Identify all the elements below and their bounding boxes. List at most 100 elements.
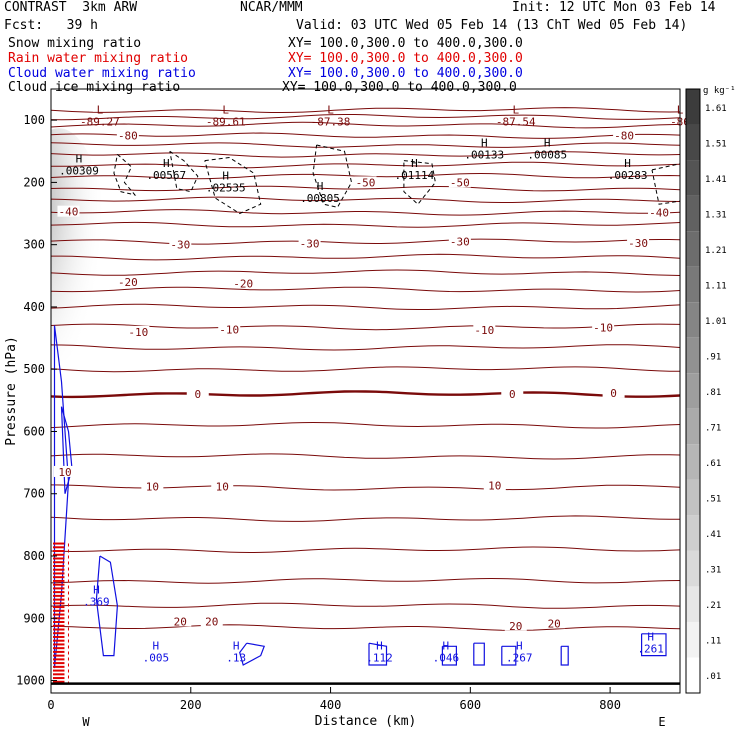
- isotherm-label-bg: [218, 323, 241, 335]
- isotherm-label-bg: [169, 615, 192, 627]
- colorbar-swatch: [686, 515, 700, 551]
- extremum-value: -89.27: [80, 116, 120, 129]
- isotherm-label-bg: [298, 237, 321, 249]
- isotherm-label: -80: [614, 130, 634, 143]
- isotherm-label-bg: [57, 205, 80, 217]
- isotherm-line: [51, 107, 680, 113]
- isotherm-line: [51, 114, 680, 121]
- isotherm-label-bg: [232, 277, 255, 289]
- y-tick-label: 700: [23, 487, 45, 501]
- colorbar-tick-label: 1.21: [705, 246, 727, 256]
- isotherm-label: 0: [509, 388, 516, 401]
- extremum-value: .046: [433, 652, 460, 665]
- header-model: CONTRAST 3km ARW: [4, 0, 138, 15]
- colorbar-swatch: [686, 373, 700, 409]
- isotherm-label: -30: [628, 237, 648, 250]
- isotherm-line: [51, 132, 680, 139]
- isotherm-label: 0: [194, 388, 201, 401]
- isotherm-label-bg: [141, 480, 164, 492]
- field-xy-cloud-water: XY= 100.0,300.0 to 400.0,300.0: [288, 66, 523, 81]
- extremum-mark: H: [233, 640, 240, 653]
- colorbar-swatch: [686, 160, 700, 196]
- isotherm-line: [51, 602, 680, 609]
- isotherm-line: [51, 196, 680, 203]
- isotherm-label: -10: [219, 323, 239, 336]
- colorbar-tick-label: 1.31: [705, 210, 727, 220]
- y-tick-label: 100: [23, 113, 45, 127]
- cloud-water-contour: [473, 642, 485, 666]
- extremum-value: -87.54: [496, 116, 536, 129]
- isotherm-label: -10: [593, 321, 613, 334]
- colorbar-unit: g kg⁻¹: [703, 86, 736, 96]
- extremum-mark: H: [443, 640, 450, 653]
- isotherm-label-bg: [473, 323, 496, 335]
- field-xy-rain: XY= 100.0,300.0 to 400.0,300.0: [288, 51, 523, 66]
- y-tick-label: 800: [23, 549, 45, 563]
- isotherm-line: [51, 286, 680, 293]
- colorbar-swatch: [686, 89, 700, 125]
- isotherm-label: 10: [216, 480, 229, 493]
- cloud-ice-contour: [312, 144, 353, 208]
- colorbar-tick-label: .61: [705, 459, 721, 469]
- x-axis-title: Distance (km): [315, 714, 417, 729]
- colorbar-tick-label: .31: [705, 566, 721, 576]
- extremum-mark: H: [93, 584, 100, 597]
- colorbar-tick-label: .41: [705, 530, 721, 540]
- isotherm-label: -40: [59, 206, 79, 219]
- extremum-mark: H: [222, 170, 229, 183]
- extremum-value: .00567: [146, 169, 186, 182]
- isotherm-label: 10: [146, 480, 159, 493]
- y-tick-label: 300: [23, 238, 45, 252]
- extremum-value: .267: [506, 652, 533, 665]
- x-tick-label: 400: [320, 698, 342, 712]
- extremum-mark: L: [97, 104, 104, 117]
- colorbar-swatch: [686, 408, 700, 445]
- extremum-value: .00283: [608, 169, 648, 182]
- isotherm-label-bg: [448, 235, 471, 247]
- field-xy-snow: XY= 100.0,300.0 to 400.0,300.0: [288, 36, 523, 51]
- colorbar-tick-label: 1.11: [705, 281, 727, 291]
- extremum-value: .261: [637, 642, 664, 655]
- isotherm-label-bg: [186, 388, 209, 400]
- cloud-water-contour: [239, 642, 266, 666]
- cloud-water-contour: [53, 325, 70, 669]
- cloud-ice-contour: [204, 156, 262, 215]
- isotherm-line: [51, 344, 680, 351]
- cloud-water-contour: [441, 645, 457, 666]
- extremum-mark: H: [544, 137, 551, 150]
- isotherm-line: [51, 209, 680, 216]
- header-fcst: Fcst: 39 h: [4, 18, 98, 33]
- header-center: NCAR/MMM: [240, 0, 303, 15]
- x-tick-label: 200: [180, 698, 202, 712]
- isotherm-label-bg: [504, 619, 527, 631]
- colorbar-tick-label: .91: [705, 352, 721, 362]
- extremum-value: .00133: [464, 149, 504, 162]
- isotherm-line: [51, 269, 680, 276]
- extremum-mark: H: [376, 640, 383, 653]
- colorbar-swatch: [686, 266, 700, 303]
- isotherm-line: [51, 172, 680, 180]
- isotherm-label: 0: [610, 387, 617, 400]
- extremum-mark: L: [512, 104, 519, 117]
- isotherm-line: [51, 185, 680, 192]
- isotherm-line: [51, 151, 680, 158]
- isotherm-line: [51, 221, 680, 228]
- extremum-value: .112: [366, 652, 393, 665]
- extremum-mark: H: [76, 153, 83, 166]
- x-tick-label: 0: [47, 698, 54, 712]
- isotherm-label: -20: [118, 276, 138, 289]
- isotherm-line: [51, 121, 680, 129]
- colorbar-tick-label: 1.51: [705, 139, 727, 149]
- snow-mixing-shading: [51, 128, 107, 362]
- extremum-value: .00309: [59, 165, 99, 178]
- cloud-water-contour: [95, 555, 119, 657]
- y-axis-title: Pressure (hPa): [4, 336, 19, 446]
- isotherm-label: 10: [58, 466, 71, 479]
- isotherm-label: 20: [548, 617, 561, 630]
- isotherm-line: [51, 577, 680, 584]
- field-xy-cloud-ice: XY= 100.0,300.0 to 400.0,300.0: [282, 80, 517, 95]
- isotherm-label: -50: [450, 176, 470, 189]
- colorbar-tick-label: .01: [705, 672, 721, 682]
- isotherm-label-bg: [627, 236, 650, 248]
